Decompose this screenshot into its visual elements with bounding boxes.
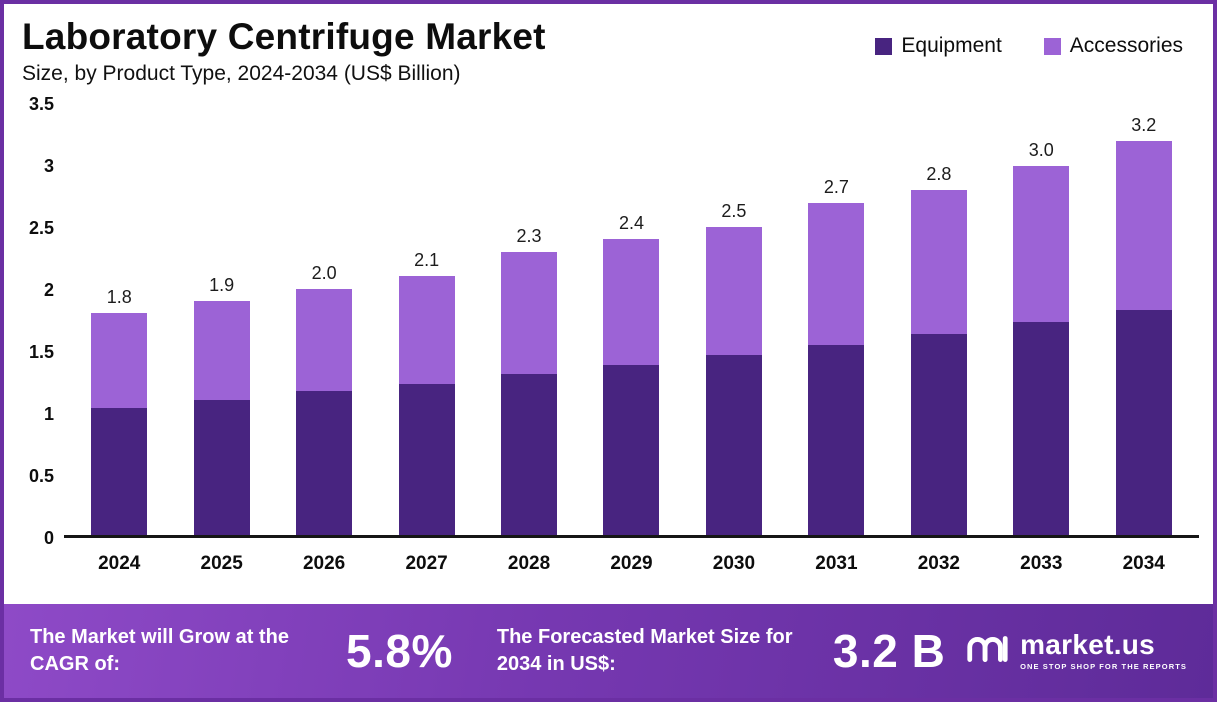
bar-segment-accessories (296, 288, 353, 391)
bar-segment-equipment (808, 345, 865, 535)
x-axis-label: 2026 (302, 553, 346, 574)
bar-segment-accessories (91, 313, 148, 409)
bar-segment-equipment (398, 383, 455, 535)
legend-label: Equipment (901, 34, 1002, 57)
y-axis-tick: 3 (43, 156, 54, 176)
forecast-label: The Forecasted Market Size for 2034 in U… (496, 626, 793, 675)
marketus-logo-icon (964, 626, 1010, 677)
legend-label: Accessories (1069, 34, 1183, 57)
bar-total-label: 2.1 (414, 250, 440, 271)
bars-container: 1.8 2024 1.9 2025 2.0 2026 2.1 2027 2.3 2028 2.4 20… (64, 104, 1199, 574)
bar-segment-accessories (193, 301, 250, 400)
x-axis-label: 2032 (917, 553, 960, 574)
chart-subtitle: Size, by Product Type, 2024-2034 (US$ Bi… (22, 61, 461, 85)
bar-segment-equipment (1013, 321, 1070, 535)
bar-total-label: 2.8 (926, 164, 952, 185)
bar-segment-equipment (1115, 309, 1172, 535)
bar-total-label: 3.2 (1131, 114, 1157, 135)
bar-segment-accessories (501, 251, 558, 374)
y-axis-tick: 3.5 (28, 94, 54, 114)
y-axis-tick: 1.5 (28, 342, 54, 362)
bar-segment-accessories (808, 202, 865, 346)
legend-item-accessories: Accessories (1043, 34, 1183, 58)
bar-2034: 3.2 2034 (1115, 104, 1172, 574)
legend-swatch (1043, 37, 1061, 55)
x-axis-label: 2033 (1020, 553, 1063, 574)
footer-banner: The Market will Grow at the CAGR of: 5.8… (4, 604, 1213, 698)
bar-total-label: 2.5 (721, 201, 747, 222)
bar-2026: 2.0 2026 (296, 104, 353, 574)
bar-segment-equipment (603, 365, 660, 535)
x-axis-label: 2034 (1122, 553, 1165, 574)
y-axis: 3.5 3 2.5 2 1.5 1 0.5 0 (12, 95, 64, 547)
bar-total-label: 2.0 (311, 262, 337, 283)
legend: Equipment Accessories (875, 34, 1183, 58)
x-axis-label: 2024 (98, 553, 141, 574)
x-axis-label: 2029 (610, 553, 653, 574)
brand-name: market.us (1020, 629, 1156, 661)
y-axis-tick: 1 (43, 404, 54, 424)
bar-total-label: 1.9 (209, 275, 235, 296)
y-axis-tick: 0 (43, 528, 54, 548)
y-axis-tick: 2 (43, 280, 54, 300)
chart-title: Laboratory Centrifuge Market (22, 16, 546, 57)
legend-item-equipment: Equipment (875, 34, 1002, 58)
x-axis-label: 2025 (200, 553, 243, 574)
bar-segment-equipment (91, 408, 148, 535)
bar-segment-equipment (910, 334, 967, 535)
forecast-value: 3.2 B (832, 625, 946, 677)
y-axis-tick: 2.5 (28, 218, 54, 238)
bar-segment-accessories (910, 190, 967, 335)
bar-segment-accessories (1013, 165, 1070, 322)
bar-segment-equipment (705, 355, 762, 535)
legend-swatch (875, 37, 893, 55)
y-axis-tick: 0.5 (28, 466, 54, 486)
bar-segment-equipment (193, 399, 250, 535)
bar-total-label: 2.3 (516, 225, 542, 246)
bar-total-label: 2.7 (823, 176, 849, 197)
x-axis-label: 2027 (405, 553, 448, 574)
bar-segment-equipment (501, 373, 558, 535)
bar-2033: 3.0 2033 (1013, 104, 1070, 574)
bar-2029: 2.4 2029 (603, 104, 660, 574)
bar-2027: 2.1 2027 (398, 104, 455, 574)
bar-segment-accessories (398, 276, 455, 384)
chart-plot-area: 3.5 3 2.5 2 1.5 1 0.5 0 1.8 2024 1.9 2025 2.0 2026 2.… (12, 95, 1199, 574)
cagr-label: The Market will Grow at the CAGR of: (30, 626, 289, 675)
bar-segment-accessories (603, 239, 660, 366)
chart-header: Laboratory Centrifuge Market Size, by Pr… (4, 4, 1213, 102)
bar-total-label: 1.8 (106, 287, 132, 308)
bar-2024: 1.8 2024 (91, 104, 148, 574)
bar-segment-equipment (296, 390, 353, 535)
bar-total-label: 2.4 (618, 213, 644, 234)
x-axis-label: 2031 (815, 553, 858, 574)
bar-2025: 1.9 2025 (193, 104, 250, 574)
marketus-brand: market.us ONE STOP SHOP FOR THE REPORTS (964, 626, 1187, 677)
bar-segment-accessories (705, 227, 762, 356)
x-axis-label: 2030 (712, 553, 756, 574)
bar-segment-accessories (1115, 140, 1172, 310)
brand-text: market.us ONE STOP SHOP FOR THE REPORTS (1020, 631, 1187, 671)
bar-2028: 2.3 2028 (501, 104, 558, 574)
bar-2032: 2.8 2032 (910, 104, 967, 574)
x-axis-label: 2028 (507, 553, 551, 574)
bar-2030: 2.5 2030 (705, 104, 762, 574)
bar-2031: 2.7 2031 (808, 104, 865, 574)
plot: 1.8 2024 1.9 2025 2.0 2026 2.1 2027 2.3 2028 2.4 20… (64, 104, 1199, 574)
brand-tagline: ONE STOP SHOP FOR THE REPORTS (1020, 662, 1187, 672)
cagr-value: 5.8% (346, 625, 453, 677)
bar-total-label: 3.0 (1028, 139, 1054, 160)
